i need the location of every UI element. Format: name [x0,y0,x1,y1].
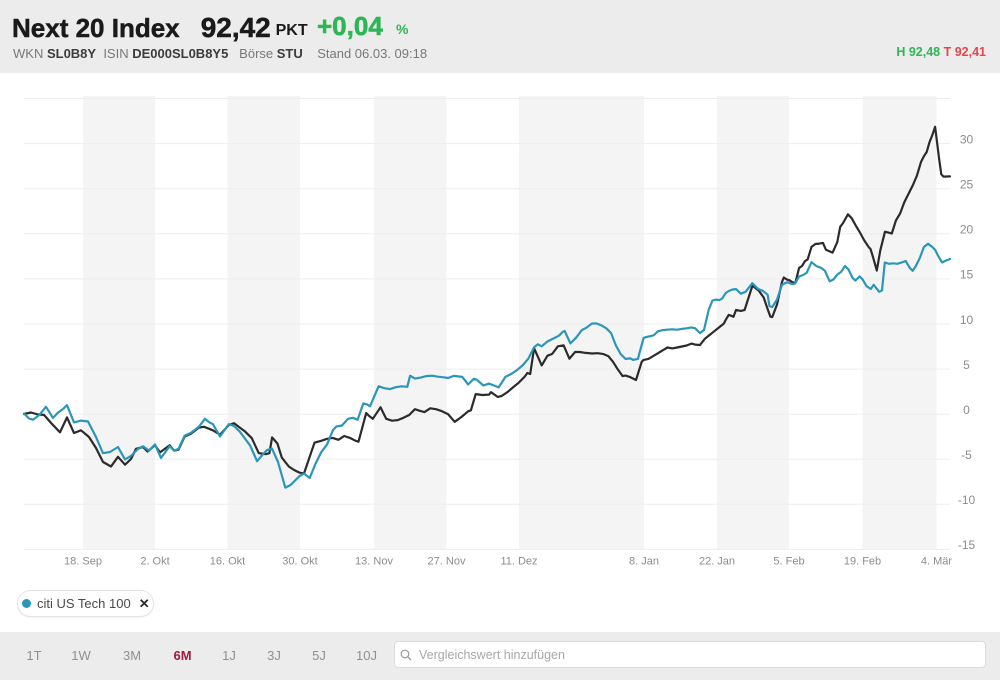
svg-text:-5: -5 [961,448,972,462]
svg-text:10: 10 [960,313,974,327]
svg-text:30: 30 [960,132,974,146]
svg-text:2. Okt: 2. Okt [140,556,169,568]
svg-text:-10: -10 [958,493,976,507]
svg-text:13. Nov: 13. Nov [355,556,393,568]
svg-text:20: 20 [960,223,974,237]
svg-text:18. Sep: 18. Sep [64,556,102,568]
svg-text:19. Feb: 19. Feb [844,556,881,568]
svg-text:15: 15 [960,268,974,282]
svg-text:30. Okt: 30. Okt [282,556,317,568]
svg-text:16. Okt: 16. Okt [210,556,245,568]
svg-text:0: 0 [963,403,970,417]
svg-text:5. Feb: 5. Feb [773,556,804,568]
svg-text:4. Mär: 4. Mär [921,556,953,568]
svg-text:5: 5 [963,358,970,372]
svg-text:22. Jan: 22. Jan [699,556,735,568]
svg-text:25: 25 [960,178,974,192]
svg-text:27. Nov: 27. Nov [428,556,466,568]
svg-text:8. Jan: 8. Jan [629,556,659,568]
svg-text:11. Dez: 11. Dez [500,556,537,568]
svg-text:-15: -15 [958,538,976,552]
